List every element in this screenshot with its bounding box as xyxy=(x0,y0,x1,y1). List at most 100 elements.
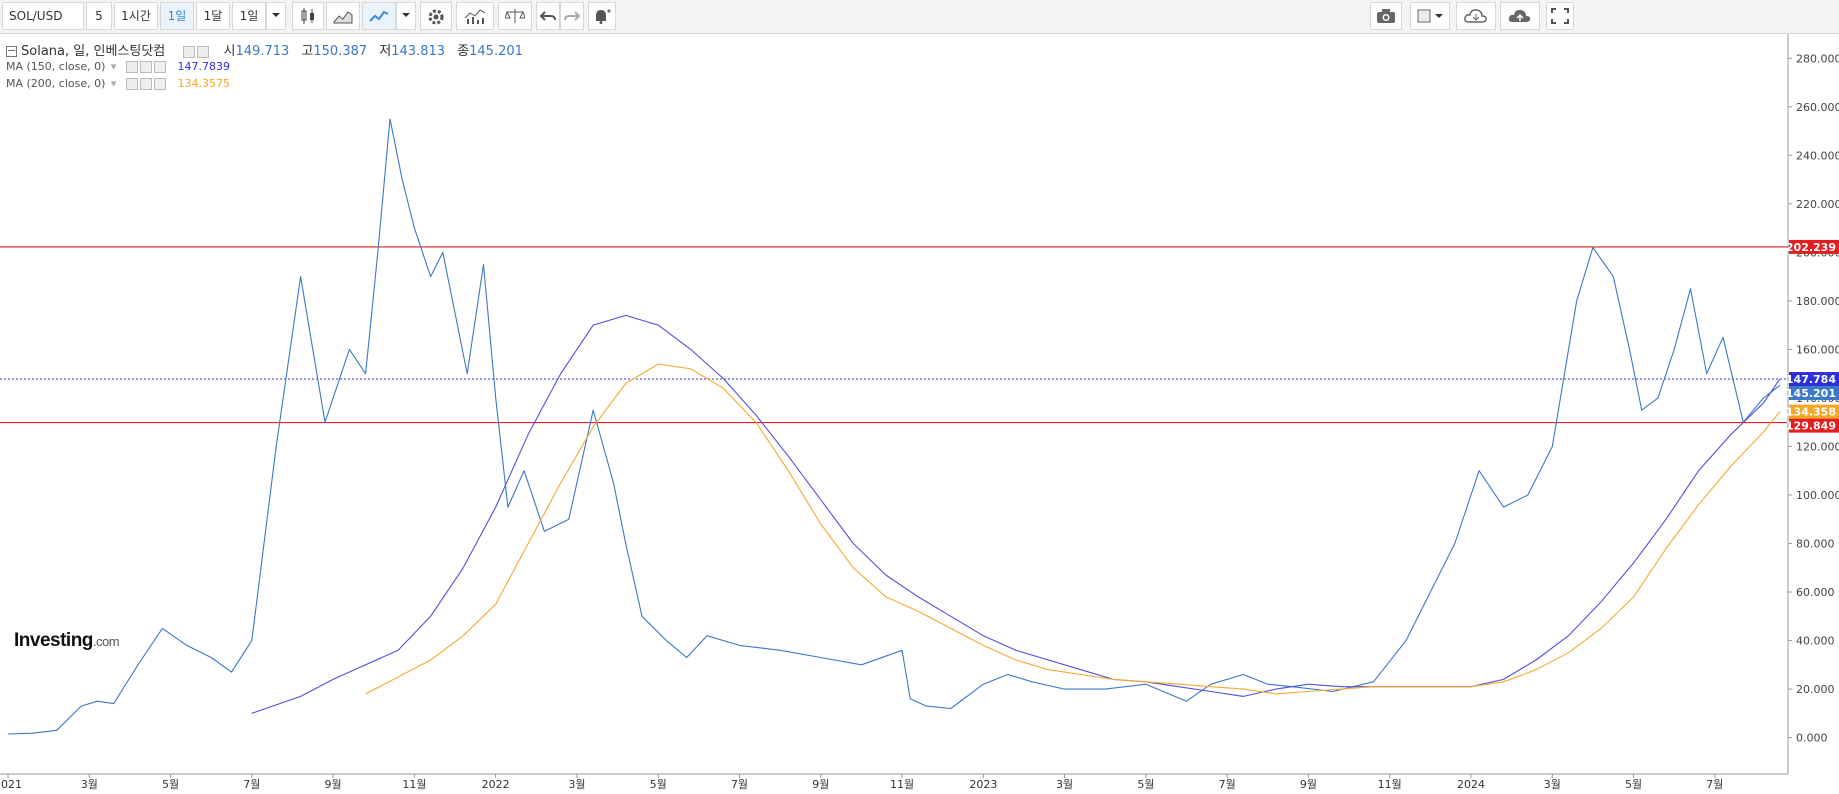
line-style-button[interactable] xyxy=(362,2,396,30)
candlestick-icon xyxy=(301,8,314,24)
symbol-input[interactable]: SOL/USD xyxy=(2,2,84,30)
x-tick-label: 5월 xyxy=(1137,778,1154,791)
ma150-legend: MA (150, close, 0) ▾ 147.7839 xyxy=(6,60,230,73)
interval-1hour-button[interactable]: 1시간 xyxy=(114,2,158,30)
collapse-icon[interactable] xyxy=(6,46,17,57)
x-tick-label: 2024 xyxy=(1457,778,1485,791)
x-tick-label: 11월 xyxy=(402,778,426,791)
x-tick-label: 9월 xyxy=(325,778,342,791)
x-tick-label: 3월 xyxy=(568,778,585,791)
investing-logo: Investing.com xyxy=(14,630,120,652)
x-tick-label: 2023 xyxy=(969,778,997,791)
interval-custom-button[interactable]: 1일 xyxy=(232,2,266,30)
chart-toolbar: SOL/USD 5 1시간 1일 1달 1일 xyxy=(0,0,1839,34)
load-chart-button[interactable] xyxy=(1456,2,1496,30)
low-value: 143.813 xyxy=(391,44,446,59)
price-axis-badge xyxy=(1789,372,1839,387)
save-chart-button[interactable] xyxy=(1500,2,1540,30)
open-label: 시 xyxy=(223,44,236,59)
interval-5min-button[interactable]: 5 xyxy=(86,2,112,30)
redo-icon xyxy=(564,11,580,21)
y-tick-label: 40.000 xyxy=(1796,635,1835,648)
ma200-remove-icon[interactable] xyxy=(153,78,166,90)
screenshot-button[interactable] xyxy=(1370,2,1402,30)
y-tick-label: 120.000 xyxy=(1796,440,1839,453)
y-tick-label: 180.000 xyxy=(1796,295,1839,308)
ma200-visibility-icon[interactable] xyxy=(139,78,152,90)
ma200-settings-icon[interactable] xyxy=(125,78,138,90)
price-axis-badge-label: 145.201 xyxy=(1786,387,1836,400)
price-axis-badge xyxy=(1789,418,1839,433)
x-tick-label: 11월 xyxy=(1378,778,1402,791)
x-tick-label: 11월 xyxy=(890,778,914,791)
x-tick-label: 3월 xyxy=(1056,778,1073,791)
fullscreen-icon xyxy=(1551,8,1569,24)
gear-icon xyxy=(428,9,444,25)
settings-small-icon[interactable] xyxy=(183,45,196,58)
dropdown-icon[interactable]: ▾ xyxy=(110,60,117,73)
interval-dropdown-button[interactable] xyxy=(266,2,286,30)
y-tick-label: 20.000 xyxy=(1796,683,1835,696)
x-tick-label: 7월 xyxy=(1219,778,1236,791)
chevron-down-icon xyxy=(272,13,280,17)
redo-button[interactable] xyxy=(560,2,584,30)
ma150-value: 147.7839 xyxy=(177,60,230,73)
x-tick-label: 3월 xyxy=(1544,778,1561,791)
ma150-label: MA (150, close, 0) xyxy=(6,60,106,73)
high-value: 150.387 xyxy=(313,44,368,59)
price-axis-badge xyxy=(1789,239,1839,254)
x-tick-label: 3월 xyxy=(81,778,98,791)
ma150-remove-icon[interactable] xyxy=(153,61,166,73)
y-tick-label: 260.000 xyxy=(1796,101,1839,114)
y-tick-label: 220.000 xyxy=(1796,198,1839,211)
cloud-download-icon xyxy=(1464,9,1487,23)
y-tick-label: 280.000 xyxy=(1796,52,1839,65)
ma200-value: 134.3575 xyxy=(177,77,230,90)
x-tick-label: 7월 xyxy=(1706,778,1723,791)
x-tick-label: 9월 xyxy=(812,778,829,791)
candles-style-button[interactable] xyxy=(292,2,324,30)
price-axis-badge-label: 202.239 xyxy=(1786,241,1836,254)
area-style-button[interactable] xyxy=(326,2,360,30)
x-tick-label: 9월 xyxy=(1300,778,1317,791)
y-tick-label: 60.000 xyxy=(1796,586,1835,599)
ma150-visibility-icon[interactable] xyxy=(139,61,152,73)
y-tick-label: 0.000 xyxy=(1796,732,1828,745)
price-chart[interactable]: 0.000 20.000 40.000 60.000 80.000 100.000 120.… xyxy=(0,34,1839,794)
settings-button[interactable] xyxy=(420,2,452,30)
y-tick-label: 240.000 xyxy=(1796,149,1839,162)
line-chart-icon xyxy=(369,10,389,22)
area-chart-icon xyxy=(333,11,353,24)
interval-1day-button[interactable]: 1일 xyxy=(160,2,194,30)
style-dropdown-button[interactable] xyxy=(396,2,416,30)
visibility-small-icon[interactable] xyxy=(197,45,210,58)
interval-1month-button[interactable]: 1달 xyxy=(196,2,230,30)
layout-button[interactable] xyxy=(1410,2,1450,30)
dropdown-icon[interactable]: ▾ xyxy=(110,77,117,90)
indicators-button[interactable] xyxy=(456,2,494,30)
ma150-line xyxy=(251,314,1781,714)
x-tick-label: 7월 xyxy=(731,778,748,791)
price-axis-badge-label: 134.358 xyxy=(1786,406,1836,419)
x-tick-label: 5월 xyxy=(1625,778,1642,791)
fullscreen-button[interactable] xyxy=(1546,2,1574,30)
bell-plus-icon xyxy=(596,9,611,24)
ma150-settings-icon[interactable] xyxy=(125,61,138,73)
y-tick-label: 100.000 xyxy=(1796,489,1839,502)
low-label: 저 xyxy=(379,44,392,59)
chart-area[interactable]: 0.000 20.000 40.000 60.000 80.000 100.000 120.… xyxy=(0,34,1839,794)
x-tick-label: 5월 xyxy=(162,778,179,791)
ma200-legend: MA (200, close, 0) ▾ 134.3575 xyxy=(6,77,230,90)
x-tick-label: 2021 xyxy=(0,778,22,791)
square-icon xyxy=(1417,9,1443,23)
price-axis-badge xyxy=(1789,404,1839,419)
chevron-down-icon xyxy=(402,13,410,17)
compare-button[interactable] xyxy=(498,2,532,30)
undo-button[interactable] xyxy=(536,2,560,30)
high-label: 고 xyxy=(301,44,314,59)
main-legend: Solana, 일, 인베스팅닷컴 시149.713 고150.387 저143… xyxy=(6,40,523,59)
alert-button[interactable] xyxy=(588,2,616,30)
price-axis-badge-label: 129.849 xyxy=(1786,420,1836,433)
y-tick-label: 80.000 xyxy=(1796,538,1835,551)
price-line xyxy=(7,118,1781,735)
